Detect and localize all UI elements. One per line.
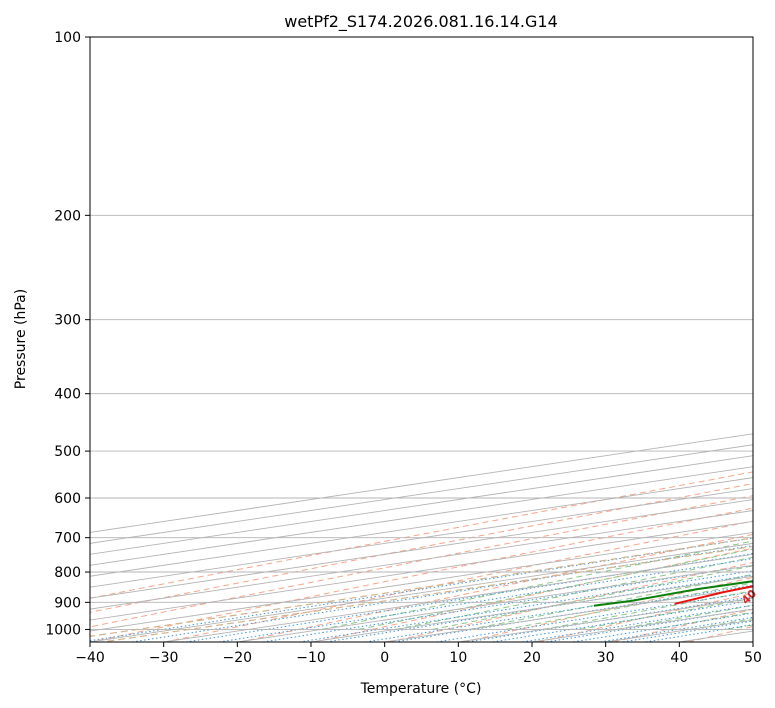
x-tick-label: 20 <box>523 650 541 666</box>
moist-adiabat <box>432 565 753 630</box>
mixing-ratio-line <box>362 580 753 642</box>
y-tick-label: 700 <box>54 531 81 547</box>
y-tick-label: 100 <box>54 30 81 46</box>
y-tick-label: 900 <box>54 595 81 611</box>
isotherm-line <box>310 575 753 642</box>
dry-adiabat <box>461 576 753 642</box>
mixing-ratio-line <box>182 553 753 642</box>
dry-adiabat <box>387 562 753 642</box>
x-tick-label: −10 <box>296 650 326 666</box>
isotherm-line <box>90 477 753 577</box>
outer-curve <box>90 537 753 637</box>
x-tick-label: 30 <box>597 650 615 666</box>
isotherm-line <box>90 531 753 632</box>
y-tick-label: 800 <box>54 565 81 581</box>
isotherm-line <box>752 641 753 642</box>
y-tick-label: 200 <box>54 208 81 224</box>
moist-adiabat <box>579 597 753 630</box>
mixing-ratio-line <box>295 570 753 642</box>
x-tick-label: −20 <box>223 650 253 666</box>
dry-adiabat <box>90 471 753 599</box>
moist-adiabat <box>358 548 753 630</box>
isotherm-line <box>90 488 753 588</box>
isotherm-line <box>90 521 753 621</box>
y-tick-label: 300 <box>54 313 81 329</box>
plot-area <box>90 24 775 645</box>
mixing-ratio-line <box>322 574 753 642</box>
outer-curve <box>98 545 753 642</box>
isotherm-line <box>90 444 753 544</box>
dry-adiabat <box>90 483 753 613</box>
y-tick-label: 600 <box>54 491 81 507</box>
temperature-profile <box>674 585 753 605</box>
moist-adiabat <box>505 582 753 630</box>
isotherm-line <box>90 455 753 555</box>
moist-adiabat <box>469 573 753 630</box>
x-tick-label: 10 <box>449 650 467 666</box>
y-tick-label: 400 <box>54 387 81 403</box>
y-tick-label: 500 <box>54 444 81 460</box>
moist-adiabat <box>542 590 753 630</box>
mixing-ratio-line <box>259 564 753 642</box>
y-tick-label: 1000 <box>45 622 81 638</box>
mixing-ratio-line <box>128 545 753 642</box>
isotherm-line <box>458 597 753 642</box>
moist-adiabat <box>395 556 753 630</box>
isotherm-line <box>90 510 753 610</box>
dry-adiabat <box>162 520 753 642</box>
x-axis-label: Temperature (°C) <box>360 681 482 697</box>
x-tick-label: −30 <box>149 650 179 666</box>
moist-adiabat-label: 40 <box>739 587 759 607</box>
dry-adiabat <box>686 625 753 642</box>
mixing-ratio-line <box>596 616 753 642</box>
moist-adiabat <box>764 37 775 629</box>
x-tick-label: −40 <box>75 650 105 666</box>
isotherm-line <box>90 466 753 566</box>
isotherm-line <box>679 630 753 642</box>
y-axis-label: Pressure (hPa) <box>13 289 29 389</box>
chart-title: wetPf2_S174.2026.081.16.14.G14 <box>284 12 558 32</box>
plot-frame <box>89 36 754 643</box>
isotherm-line <box>90 433 753 533</box>
dry-adiabat <box>753 24 775 645</box>
mixing-ratio-line <box>489 600 753 642</box>
x-tick-label: 40 <box>670 650 688 666</box>
x-tick-label: 50 <box>744 650 762 666</box>
isotherm-line <box>237 564 753 642</box>
x-tick-label: 0 <box>380 650 389 666</box>
isotherm-line <box>605 619 753 642</box>
dry-adiabat <box>237 533 753 642</box>
moist-adiabat <box>653 611 753 630</box>
isotherm-line <box>384 586 753 642</box>
isotherm-line <box>90 499 753 599</box>
axes: −40 −30 −20 −10 0 10 20 30 40 50 100 200 300 400 500 60… <box>45 30 762 666</box>
dry-adiabat <box>90 495 753 628</box>
